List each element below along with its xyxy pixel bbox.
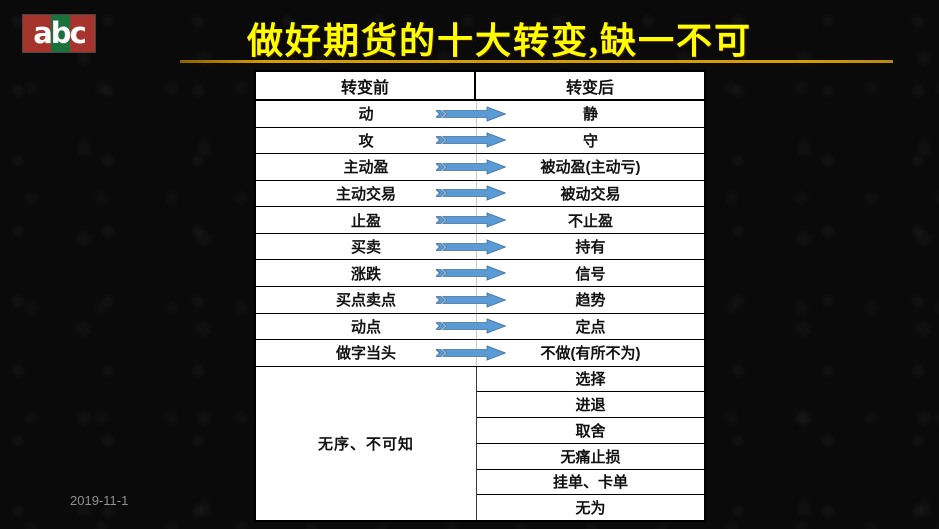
before-cell: 主动交易	[335, 185, 396, 203]
after-list-item: 挂单、卡单	[477, 470, 704, 496]
after-cell: 持有	[476, 233, 704, 260]
after-cell: 趋势	[476, 286, 704, 313]
after-list-item: 取舍	[477, 418, 704, 444]
before-cell: 主动盈	[343, 159, 389, 177]
after-cell: 被动交易	[476, 180, 704, 207]
before-cell: 买卖	[350, 239, 381, 257]
table-row: 主动盈 被动盈(主动亏)	[256, 154, 704, 181]
before-cell: 攻	[358, 132, 374, 150]
transformation-table: 转变前 转变后 动 静 攻 守 主动盈 被动盈(主动亏) 主动交易 被动交易 止…	[254, 70, 706, 522]
column-header-after: 转变后	[565, 79, 614, 97]
right-arrow-icon	[436, 106, 506, 122]
after-list-item: 选择	[477, 367, 704, 393]
before-cell: 做字当头	[335, 345, 396, 363]
before-cell: 动点	[350, 318, 381, 336]
after-cell: 定点	[476, 313, 704, 340]
table-row: 做字当头 不做(有所不为)	[256, 340, 704, 367]
right-arrow-icon	[436, 265, 506, 281]
table-row: 买卖 持有	[256, 233, 704, 261]
right-arrow-icon	[436, 185, 506, 202]
table-row: 动 静	[256, 101, 704, 128]
slide-date: 2019-11-1	[70, 493, 129, 508]
table-row: 主动交易 被动交易	[256, 180, 704, 208]
before-cell: 动	[358, 106, 374, 124]
right-arrow-icon	[436, 345, 506, 361]
before-cell: 买点卖点	[335, 292, 396, 310]
table-row: 攻 守	[256, 127, 704, 155]
after-cell: 被动盈(主动亏)	[476, 154, 704, 180]
right-arrow-icon	[436, 212, 506, 228]
after-cell: 不做(有所不为)	[476, 340, 704, 366]
merged-before-cell: 无序、不可知	[256, 366, 477, 520]
right-arrow-icon	[436, 318, 506, 334]
table-row: 涨跌 信号	[256, 260, 704, 287]
after-list-item: 无为	[575, 500, 606, 518]
company-logo: abc	[22, 14, 96, 53]
after-cell: 信号	[476, 260, 704, 286]
table-row: 买点卖点 趋势	[256, 286, 704, 314]
logo-green-stripe	[51, 15, 70, 52]
after-cell: 守	[476, 127, 704, 154]
after-list-item: 进退	[477, 392, 704, 419]
before-cell: 止盈	[350, 212, 381, 230]
before-cell: 涨跌	[350, 265, 381, 283]
right-arrow-icon	[436, 292, 506, 308]
right-arrow-icon	[436, 239, 506, 255]
merged-section: 无序、不可知 选择 进退 取舍 无痛止损 挂单、卡单 无为	[256, 366, 704, 520]
right-arrow-icon	[436, 159, 506, 175]
table-row: 动点 定点	[256, 313, 704, 341]
merged-after-list: 选择 进退 取舍 无痛止损 挂单、卡单 无为	[477, 367, 704, 520]
after-cell: 静	[476, 101, 704, 127]
logo-letters: abc	[33, 16, 87, 50]
slide-title: 做好期货的十大转变,缺一不可	[246, 21, 752, 61]
after-list-item: 无痛止损	[477, 444, 704, 470]
table-row: 止盈 不止盈	[256, 207, 704, 234]
after-cell: 不止盈	[476, 207, 704, 233]
title-underline	[180, 60, 893, 63]
column-header-before: 转变前	[256, 72, 476, 99]
table-header-row: 转变前 转变后	[256, 72, 704, 101]
right-arrow-icon	[436, 132, 506, 148]
